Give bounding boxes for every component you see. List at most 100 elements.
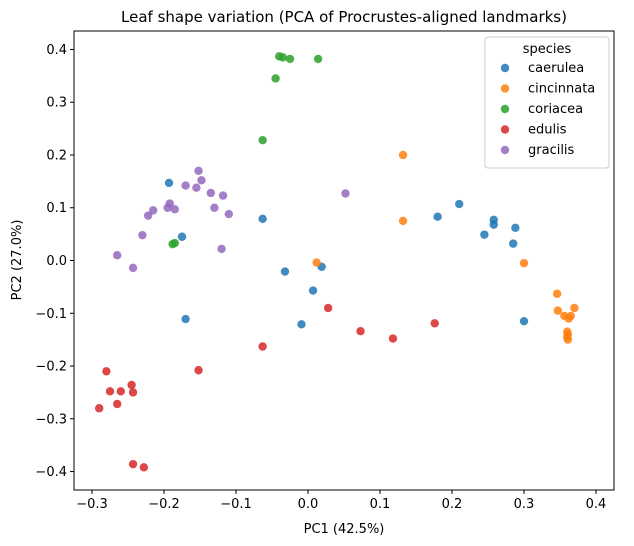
y-tick-label: −0.3 bbox=[35, 412, 67, 427]
data-point-caerulea bbox=[181, 314, 190, 324]
points-layer bbox=[95, 52, 579, 472]
series-edulis bbox=[95, 303, 439, 472]
data-point-caerulea bbox=[509, 239, 518, 248]
data-point-coriacea bbox=[271, 74, 280, 83]
y-tick-label: −0.4 bbox=[35, 465, 67, 480]
x-tick-label: 0.4 bbox=[586, 497, 607, 512]
data-point-edulis bbox=[323, 303, 333, 313]
y-tick-label: 0.2 bbox=[46, 148, 67, 163]
data-point-edulis bbox=[388, 334, 398, 343]
data-point-cincinnata bbox=[398, 216, 408, 226]
data-point-gracilis bbox=[197, 176, 206, 185]
x-tick-label: 0.3 bbox=[514, 497, 535, 512]
y-tick-label: 0.0 bbox=[46, 254, 67, 269]
legend-title: species bbox=[523, 42, 572, 57]
y-tick-label: 0.4 bbox=[46, 43, 67, 58]
data-point-gracilis bbox=[217, 244, 226, 254]
series-gracilis bbox=[113, 166, 350, 273]
data-point-caerulea bbox=[519, 316, 529, 326]
data-point-caerulea bbox=[297, 320, 306, 329]
data-point-coriacea bbox=[313, 54, 323, 64]
series-caerulea bbox=[164, 178, 529, 329]
legend-label-cincinnata: cincinnata bbox=[528, 82, 595, 97]
data-point-coriacea bbox=[278, 53, 287, 62]
legend-box bbox=[484, 36, 610, 169]
data-point-gracilis bbox=[143, 211, 153, 220]
data-point-gracilis bbox=[218, 191, 228, 200]
y-axis-label: PC2 (27.0%) bbox=[10, 220, 25, 301]
data-point-caerulea bbox=[164, 178, 174, 188]
data-point-gracilis bbox=[165, 199, 174, 208]
series-coriacea bbox=[168, 52, 323, 249]
data-point-edulis bbox=[116, 387, 126, 396]
y-tick-label: −0.2 bbox=[35, 360, 67, 375]
y-tick-label: 0.1 bbox=[46, 201, 67, 216]
x-tick-label: −0.2 bbox=[148, 497, 180, 512]
data-point-edulis bbox=[258, 342, 267, 351]
legend-label-gracilis: gracilis bbox=[528, 143, 575, 158]
legend-label-coriacea: coriacea bbox=[528, 102, 583, 117]
data-point-gracilis bbox=[210, 203, 219, 212]
data-point-cincinnata bbox=[563, 335, 573, 344]
x-axis: −0.3 −0.2 −0.1 0.0 0.1 0.2 0.3 0.4 bbox=[76, 490, 606, 512]
data-point-caerulea bbox=[489, 215, 498, 225]
data-point-caerulea bbox=[308, 286, 318, 295]
data-point-cincinnata bbox=[398, 150, 408, 160]
data-point-coriacea bbox=[170, 238, 179, 248]
data-point-edulis bbox=[128, 388, 138, 397]
data-point-caerulea bbox=[280, 267, 290, 276]
data-point-edulis bbox=[128, 459, 138, 469]
data-point-edulis bbox=[139, 463, 149, 472]
data-point-coriacea bbox=[285, 54, 295, 64]
data-point-gracilis bbox=[341, 189, 350, 198]
legend: species caerulea cincinnata coriacea edulis… bbox=[484, 36, 610, 169]
data-point-gracilis bbox=[194, 166, 203, 176]
data-point-cincinnata bbox=[566, 311, 575, 321]
legend-items: caerulea cincinnata coriacea edulis gracilis bbox=[500, 61, 595, 158]
x-axis-label: PC1 (42.5%) bbox=[304, 522, 385, 537]
data-point-gracilis bbox=[192, 183, 201, 192]
series-cincinnata bbox=[312, 150, 579, 344]
legend-marker-gracilis bbox=[500, 145, 510, 155]
data-point-cincinnata bbox=[553, 306, 563, 315]
data-point-caerulea bbox=[433, 212, 442, 221]
data-point-edulis bbox=[113, 399, 122, 409]
y-axis: −0.4 −0.3 −0.2 −0.1 0.0 0.1 0.2 0.3 0.4 bbox=[35, 43, 74, 480]
data-point-edulis bbox=[356, 326, 365, 336]
data-point-cincinnata bbox=[312, 258, 321, 267]
data-point-gracilis bbox=[170, 205, 179, 214]
data-point-caerulea bbox=[455, 199, 464, 209]
x-tick-label: 0.2 bbox=[442, 497, 463, 512]
legend-marker-coriacea bbox=[500, 104, 510, 114]
legend-label-caerulea: caerulea bbox=[528, 61, 584, 76]
legend-marker-caerulea bbox=[500, 63, 510, 73]
y-tick-label: 0.3 bbox=[46, 96, 67, 111]
data-point-caerulea bbox=[511, 223, 520, 232]
data-point-edulis bbox=[430, 319, 439, 328]
data-point-gracilis bbox=[181, 181, 190, 190]
data-point-gracilis bbox=[224, 209, 233, 219]
data-point-caerulea bbox=[258, 214, 267, 224]
x-tick-label: 0.0 bbox=[298, 497, 319, 512]
data-point-cincinnata bbox=[552, 289, 562, 298]
data-point-gracilis bbox=[128, 263, 138, 273]
chart-title: Leaf shape variation (PCA of Procrustes-… bbox=[121, 8, 567, 26]
x-tick-label: −0.1 bbox=[220, 497, 252, 512]
data-point-gracilis bbox=[149, 206, 158, 215]
data-point-edulis bbox=[95, 404, 104, 413]
x-tick-label: −0.3 bbox=[76, 497, 108, 512]
legend-marker-cincinnata bbox=[500, 84, 510, 93]
data-point-edulis bbox=[105, 387, 115, 396]
data-point-edulis bbox=[102, 367, 111, 376]
x-tick-label: 0.1 bbox=[370, 497, 391, 512]
data-point-cincinnata bbox=[519, 258, 529, 268]
data-point-gracilis bbox=[206, 188, 215, 198]
data-point-gracilis bbox=[138, 230, 147, 240]
data-point-caerulea bbox=[480, 230, 489, 239]
data-point-gracilis bbox=[113, 251, 122, 260]
data-point-cincinnata bbox=[570, 303, 579, 313]
legend-marker-edulis bbox=[500, 125, 510, 134]
data-point-caerulea bbox=[177, 232, 187, 241]
